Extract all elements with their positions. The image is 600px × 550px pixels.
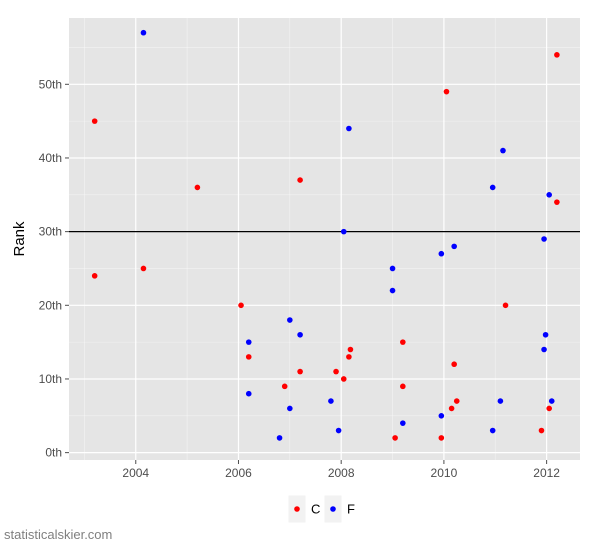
data-point-c (451, 361, 457, 368)
data-point-c (554, 52, 560, 58)
data-point-c (333, 368, 339, 375)
data-point-c (453, 398, 460, 404)
data-point-f (489, 184, 496, 191)
data-point-c (346, 354, 352, 360)
data-point-f (276, 435, 283, 441)
data-point-f (245, 390, 252, 397)
minor-gridlines (69, 18, 580, 460)
data-points (91, 29, 560, 441)
data-point-f (140, 29, 147, 36)
data-point-f (541, 236, 547, 242)
data-point-f (245, 339, 252, 345)
data-point-c (502, 302, 509, 309)
data-point-c (194, 184, 201, 191)
plot-panel (69, 18, 580, 460)
x-tick-label: 2006 (225, 466, 252, 480)
data-point-f (389, 265, 396, 272)
data-point-c (297, 177, 303, 183)
data-point-f (548, 398, 555, 404)
data-point-c (140, 265, 147, 272)
data-point-f (287, 317, 293, 323)
data-point-c (438, 435, 445, 441)
legend-label-c: C (311, 502, 320, 517)
y-tick-label: 40th (39, 151, 62, 165)
data-point-c (340, 376, 347, 382)
data-point-c (448, 405, 455, 412)
legend-swatch-f (330, 506, 336, 512)
data-point-c (91, 273, 98, 279)
data-point-c (546, 405, 552, 412)
data-point-f (335, 427, 342, 434)
legend-label-f: F (347, 502, 355, 517)
data-point-c (443, 88, 450, 95)
y-tick-label: 10th (39, 372, 62, 386)
data-point-f (451, 243, 457, 250)
data-point-c (245, 354, 252, 360)
data-point-f (340, 228, 347, 235)
data-point-f (346, 125, 352, 132)
data-point-f (438, 250, 445, 257)
data-point-c (347, 346, 354, 353)
y-axis: 0th 10th 20th 30th 40th 50th (39, 77, 69, 460)
data-point-f (546, 192, 552, 198)
y-tick-label: 20th (39, 298, 62, 312)
x-tick-label: 2008 (328, 466, 355, 480)
data-point-f (297, 331, 303, 338)
data-point-f (438, 413, 445, 419)
data-point-c (400, 383, 406, 390)
data-point-f (287, 405, 293, 412)
data-point-c (554, 199, 560, 205)
y-tick-label: 30th (39, 225, 62, 239)
data-point-c (538, 427, 545, 434)
data-point-c (297, 368, 303, 375)
y-tick-label: 0th (45, 446, 62, 460)
data-point-f (328, 398, 334, 404)
data-point-f (541, 346, 547, 353)
x-axis: 2004 2006 2008 2010 2012 (122, 460, 560, 480)
data-point-c (91, 118, 98, 124)
data-point-f (400, 420, 406, 426)
data-point-f (389, 287, 396, 294)
data-point-c (238, 302, 244, 309)
site-caption: statisticalskier.com (4, 527, 113, 542)
data-point-f (542, 331, 549, 338)
x-tick-label: 2010 (431, 466, 458, 480)
x-tick-label: 2012 (533, 466, 560, 480)
data-point-f (500, 147, 506, 154)
data-point-f (497, 398, 504, 404)
legend-swatch-c (294, 506, 300, 512)
y-tick-label: 50th (39, 77, 62, 91)
x-tick-label: 2004 (122, 466, 149, 480)
data-point-c (281, 383, 288, 390)
data-point-f (489, 427, 496, 434)
y-axis-title: Rank (11, 221, 28, 257)
data-point-c (400, 339, 406, 345)
data-point-c (392, 435, 398, 441)
